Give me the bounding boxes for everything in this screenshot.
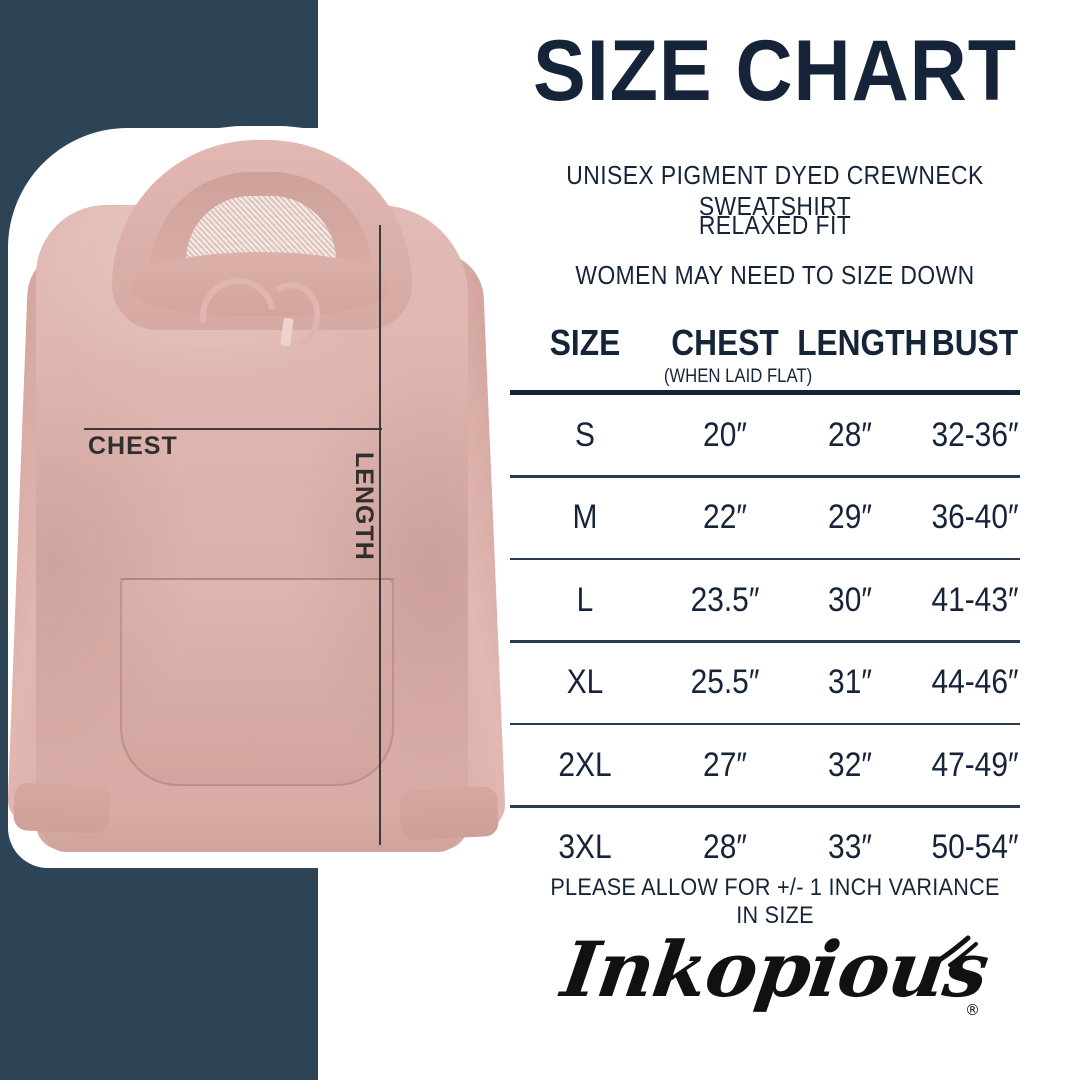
garment-hem (44, 812, 460, 852)
cell-size: 2XL (558, 745, 612, 784)
size-chart-table: SIZE CHEST LENGTH BUST (WHEN LAID FLAT) … (510, 318, 1040, 888)
table-row-rule (510, 475, 1020, 478)
subtitle-sizing-note: WOMEN MAY NEED TO SIZE DOWN (575, 260, 975, 290)
cell-size: S (575, 415, 595, 454)
table-header-row: SIZE CHEST LENGTH BUST (WHEN LAID FLAT) (510, 318, 1040, 390)
cell-bust: 32-36″ (931, 415, 1019, 454)
table-row: 2XL 27″ 32″ 47-49″ (510, 725, 1040, 805)
cell-chest: 23.5″ (690, 580, 760, 619)
cell-size: XL (566, 663, 604, 701)
column-header-size: SIZE (549, 322, 621, 363)
cell-length: 32″ (828, 745, 872, 784)
cell-length: 30″ (828, 580, 872, 619)
length-measurement-line (379, 225, 381, 845)
subtitle-product: UNISEX PIGMENT DYED CREWNECK SWEATSHIRT (566, 160, 984, 221)
subtitle-fit: RELAXED FIT (698, 210, 852, 240)
column-header-chest: CHEST (671, 322, 779, 363)
column-header-length: LENGTH (797, 322, 928, 363)
cell-length: 28″ (828, 415, 872, 454)
table-row-rule (510, 722, 1020, 725)
logo-swash-icon (935, 935, 978, 967)
kangaroo-pocket (120, 578, 394, 786)
table-row-rule (510, 640, 1020, 643)
column-header-bust: BUST (931, 322, 1019, 363)
cell-length: 29″ (828, 498, 872, 536)
table-row: XL 25.5″ 31″ 44-46″ (510, 643, 1040, 723)
chest-measurement-line (84, 428, 382, 430)
cell-bust: 44-46″ (931, 663, 1019, 701)
pocket-top-seam (120, 578, 394, 580)
product-image-panel: CHEST LENGTH (0, 0, 510, 1080)
cell-chest: 27″ (703, 745, 747, 784)
table-row: M 22″ 29″ 36-40″ (510, 478, 1040, 558)
cell-length: 33″ (828, 828, 872, 866)
cell-size: M (572, 498, 598, 536)
cell-length: 31″ (828, 663, 872, 701)
cell-bust: 41-43″ (931, 580, 1019, 619)
size-chart-panel: SIZE CHART UNISEX PIGMENT DYED CREWNECK … (510, 0, 1080, 1080)
page-title: SIZE CHART (533, 23, 1017, 119)
chest-measurement-label: CHEST (88, 432, 178, 460)
right-cuff (398, 785, 500, 841)
table-header-rule (510, 390, 1020, 395)
column-note-when-laid-flat: (WHEN LAID FLAT) (663, 366, 813, 387)
table-row-rule (510, 805, 1020, 808)
cell-size: 3XL (558, 828, 612, 866)
cell-chest: 22″ (703, 498, 747, 536)
table-row-rule (510, 557, 1020, 560)
length-measurement-label: LENGTH (350, 452, 378, 561)
table-row: L 23.5″ 30″ 41-43″ (510, 560, 1040, 640)
cell-chest: 25.5″ (690, 663, 760, 701)
collar (132, 252, 390, 316)
table-row: 3XL 28″ 33″ 50-54″ (510, 808, 1040, 888)
cell-bust: 36-40″ (931, 498, 1019, 536)
cell-size: L (576, 580, 594, 619)
garment-photo (0, 0, 510, 1080)
left-cuff (13, 782, 111, 834)
brand-logo: Inkopious ® (510, 925, 1040, 1045)
cell-bust: 47-49″ (931, 745, 1019, 784)
table-row: S 20″ 28″ 32-36″ (510, 395, 1040, 475)
cell-chest: 20″ (703, 415, 747, 454)
cell-bust: 50-54″ (931, 828, 1019, 866)
variance-disclaimer: PLEASE ALLOW FOR +/- 1 INCH VARIANCE IN … (550, 874, 1000, 929)
registered-trademark-mark: ® (965, 1001, 980, 1019)
cell-chest: 28″ (703, 828, 747, 866)
